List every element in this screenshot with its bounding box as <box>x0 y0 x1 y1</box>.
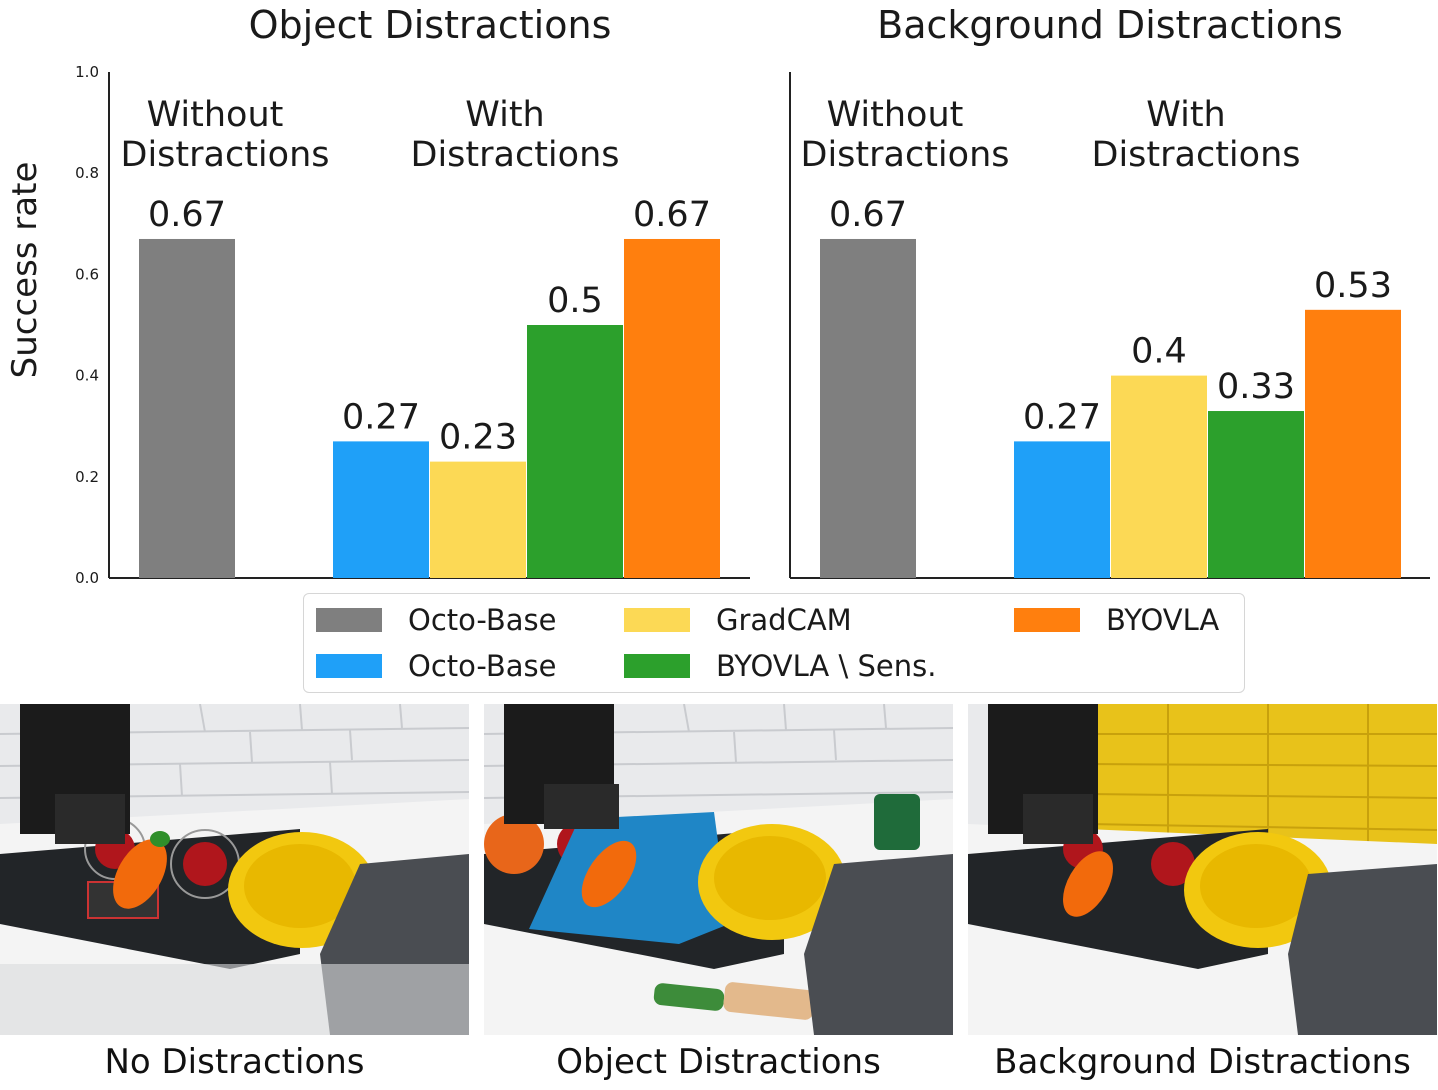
bar <box>430 461 526 578</box>
y-tick-label: 0.0 <box>75 569 99 587</box>
bar-charts: Object Distractions 0.0 0.2 0.4 0.6 0.8 1.0 Suc… <box>5 3 1430 587</box>
group-label-line2: Distractions <box>801 135 1010 175</box>
photo-object-distractions <box>484 704 953 1035</box>
group-label-line2: Distractions <box>121 135 330 175</box>
legend-label: BYOVLA <box>1106 603 1220 637</box>
bar <box>1208 411 1304 578</box>
bar <box>1014 441 1110 578</box>
legend-swatch <box>1014 608 1080 632</box>
bar <box>1111 375 1207 578</box>
legend-swatch <box>316 654 382 678</box>
bar <box>333 441 429 578</box>
group-label-line1: With <box>1146 95 1225 135</box>
legend-item-octo-base-gray: Octo-Base <box>316 603 557 637</box>
y-tick-label: 0.8 <box>75 164 99 182</box>
legend-label: Octo-Base <box>408 603 557 637</box>
bar-value-label: 0.67 <box>829 195 907 235</box>
y-tick-label: 0.6 <box>75 265 99 283</box>
legend-item-byovla: BYOVLA <box>1014 603 1220 637</box>
bar <box>820 238 916 579</box>
group-label-line2: Distractions <box>1092 135 1301 175</box>
caption-object-distractions: Object Distractions <box>556 1042 881 1082</box>
legend-label: Octo-Base <box>408 649 557 683</box>
legend-item-gradcam: GradCAM <box>624 603 852 637</box>
bar-value-label: 0.27 <box>1023 397 1101 437</box>
bar <box>527 325 623 578</box>
bar-value-label: 0.67 <box>148 195 226 235</box>
group-label-line1: With <box>465 95 544 135</box>
legend: Octo-Base GradCAM BYOVLA Octo-Base BYOVL… <box>303 593 1245 693</box>
kitchen-scene-image <box>484 704 953 1035</box>
legend-swatch <box>316 608 382 632</box>
bar <box>1305 309 1401 578</box>
legend-label: GradCAM <box>716 603 852 637</box>
bar-value-label: 0.53 <box>1314 266 1392 306</box>
caption-no-distractions: No Distractions <box>104 1042 365 1082</box>
chart-title: Object Distractions <box>249 3 612 47</box>
bar <box>624 238 720 579</box>
group-label-line1: Without <box>147 95 284 135</box>
kitchen-scene-image <box>968 704 1437 1035</box>
group-label-line1: Without <box>827 95 964 135</box>
group-label-line2: Distractions <box>411 135 620 175</box>
legend-item-byovla-sens: BYOVLA \ Sens. <box>624 649 937 683</box>
y-axis-label: Success rate <box>5 162 45 379</box>
y-tick-label: 0.2 <box>75 468 99 486</box>
y-tick-label: 0.4 <box>75 367 99 385</box>
caption-background-distractions: Background Distractions <box>994 1042 1411 1082</box>
y-tick-label: 1.0 <box>75 63 99 81</box>
bar-value-label: 0.33 <box>1217 367 1295 407</box>
photo-background-distractions <box>968 704 1437 1035</box>
legend-item-octo-base-blue: Octo-Base <box>316 649 557 683</box>
bar-value-label: 0.27 <box>342 397 420 437</box>
bar-value-label: 0.67 <box>633 195 711 235</box>
photo-no-distractions <box>0 704 469 1035</box>
bar-value-label: 0.5 <box>547 281 603 321</box>
bar-value-label: 0.23 <box>439 418 517 458</box>
legend-swatch <box>624 654 690 678</box>
legend-swatch <box>624 608 690 632</box>
bar-value-label: 0.4 <box>1131 332 1187 372</box>
chart-title: Background Distractions <box>877 3 1343 47</box>
legend-label: BYOVLA \ Sens. <box>716 649 937 683</box>
kitchen-scene-image <box>0 704 469 1035</box>
bar <box>139 238 235 579</box>
